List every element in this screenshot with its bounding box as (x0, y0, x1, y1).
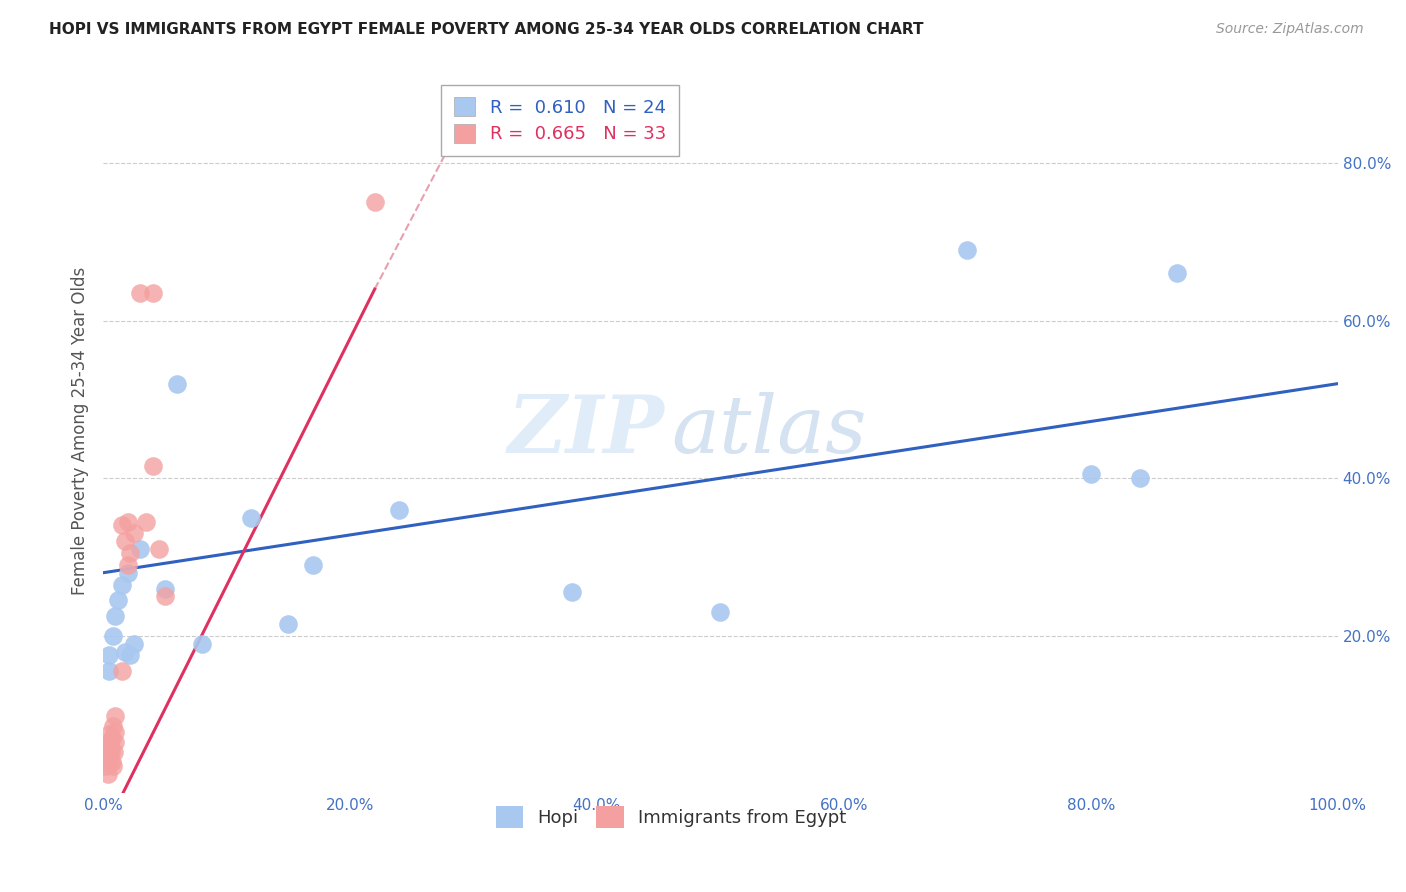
Point (709, 605, 731, 619)
Point (107, 593, 129, 607)
Point (1166, 266, 1188, 280)
Point (100, 745, 122, 759)
Point (120, 648, 142, 663)
Point (98, 727, 121, 741)
Point (101, 719, 124, 733)
Point (100, 755, 122, 769)
Point (98, 735, 121, 749)
Point (97, 739, 120, 753)
Point (240, 510, 263, 524)
Point (114, 534, 136, 549)
Point (111, 518, 134, 533)
Point (114, 644, 136, 658)
Point (388, 502, 411, 516)
Point (141, 459, 163, 474)
Point (104, 609, 127, 624)
Point (117, 566, 139, 580)
Point (302, 558, 325, 572)
Point (120, 546, 142, 560)
Point (111, 577, 134, 591)
Point (101, 758, 124, 772)
Text: HOPI VS IMMIGRANTS FROM EGYPT FEMALE POVERTY AMONG 25-34 YEAR OLDS CORRELATION C: HOPI VS IMMIGRANTS FROM EGYPT FEMALE POV… (49, 22, 924, 37)
Point (153, 582, 176, 596)
Point (122, 637, 145, 651)
Point (153, 590, 176, 604)
Point (148, 542, 170, 557)
Text: ZIP: ZIP (508, 392, 665, 470)
Point (166, 376, 188, 391)
Y-axis label: Female Poverty Among 25-34 Year Olds: Female Poverty Among 25-34 Year Olds (72, 267, 89, 595)
Point (94, 758, 117, 772)
Point (111, 665, 134, 679)
Point (98, 665, 121, 679)
Point (96, 751, 118, 765)
Point (1129, 471, 1152, 485)
Point (1080, 467, 1102, 482)
Legend: Hopi, Immigrants from Egypt: Hopi, Immigrants from Egypt (488, 798, 853, 835)
Point (129, 542, 152, 557)
Point (191, 637, 214, 651)
Point (96, 743, 118, 757)
Point (100, 731, 122, 746)
Point (97, 766, 120, 780)
Text: Source: ZipAtlas.com: Source: ZipAtlas.com (1216, 22, 1364, 37)
Point (135, 515, 157, 529)
Point (141, 286, 163, 301)
Point (98, 648, 121, 663)
Point (277, 617, 299, 632)
Point (104, 735, 127, 749)
Point (100, 740, 122, 755)
Point (101, 629, 124, 643)
Point (104, 709, 127, 723)
Point (98, 755, 121, 769)
Point (122, 526, 145, 541)
Point (98, 748, 121, 763)
Point (117, 515, 139, 529)
Text: atlas: atlas (671, 392, 866, 470)
Point (104, 725, 127, 739)
Point (117, 558, 139, 572)
Point (103, 745, 125, 759)
Point (364, 195, 387, 210)
Point (129, 286, 152, 301)
Point (956, 243, 979, 257)
Point (561, 585, 583, 599)
